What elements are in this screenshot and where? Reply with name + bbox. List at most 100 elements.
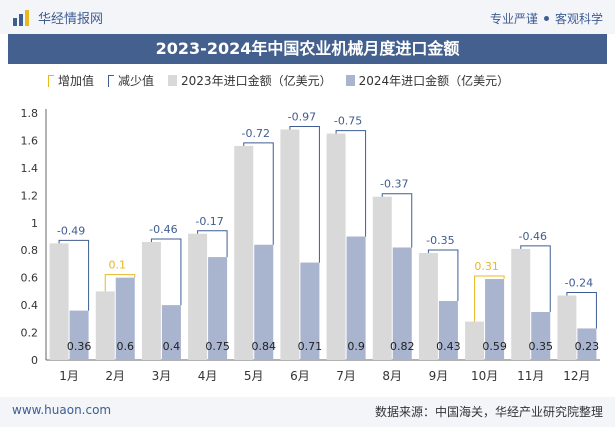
decrease-bracket-icon bbox=[108, 74, 115, 87]
swatch-2023 bbox=[168, 75, 178, 86]
bar-2024 bbox=[485, 279, 505, 360]
bar-2024 bbox=[438, 300, 458, 360]
data-label-2024: 0.23 bbox=[575, 340, 600, 353]
bar-2023 bbox=[326, 133, 346, 360]
tagline-right: 客观科学 bbox=[554, 12, 603, 26]
change-label: -0.97 bbox=[288, 110, 316, 123]
bar-2023 bbox=[234, 145, 254, 360]
change-bracket bbox=[566, 292, 597, 329]
bar-2023 bbox=[280, 129, 300, 360]
legend-2023: 2023年进口金额（亿美元） bbox=[168, 72, 332, 89]
legend-2024-label: 2024年进口金额（亿美元） bbox=[358, 74, 510, 88]
change-label: -0.49 bbox=[57, 224, 85, 237]
bar-2024 bbox=[161, 305, 181, 360]
change-label: 0.31 bbox=[474, 260, 499, 273]
data-label-2024: 0.6 bbox=[117, 340, 135, 353]
footer: www.huaon.com 数据来源：中国海关，华经产业研究院整理 bbox=[0, 397, 615, 427]
y-tick-label: 0.4 bbox=[21, 299, 39, 312]
bar-chart: 0 0.2 0.4 0.6 0.8 1 1.2 1.4 1.6 1.8 -0.49 0.36 1月 0.1… bbox=[21, 107, 600, 383]
bar-2024 bbox=[69, 310, 89, 360]
x-tick-label: 6月 bbox=[290, 369, 310, 383]
change-bracket bbox=[474, 275, 505, 322]
tagline: 专业严谨 客观科学 bbox=[490, 10, 603, 27]
brand-name: 华经情报网 bbox=[38, 12, 104, 27]
data-label-2024: 0.75 bbox=[205, 340, 230, 353]
legend-increase-label: 增加值 bbox=[58, 74, 95, 88]
change-label: -0.75 bbox=[334, 115, 362, 128]
x-tick-label: 12月 bbox=[563, 369, 590, 383]
website: www.huaon.com bbox=[12, 403, 112, 417]
huajing-logo-icon bbox=[13, 9, 29, 26]
x-tick-label: 7月 bbox=[336, 369, 356, 383]
legend-decrease-label: 减少值 bbox=[118, 74, 155, 88]
y-tick-label: 1.8 bbox=[21, 107, 39, 120]
change-label: -0.17 bbox=[195, 215, 223, 228]
change-bracket bbox=[104, 274, 136, 292]
top-bar: 华经情报网 专业严谨 客观科学 bbox=[0, 0, 615, 34]
bar-2023 bbox=[141, 241, 161, 360]
bar-2023 bbox=[188, 233, 208, 360]
bar-2024 bbox=[208, 257, 228, 360]
change-bracket bbox=[381, 193, 413, 248]
bar-2023 bbox=[49, 243, 69, 360]
data-label-2024: 0.4 bbox=[163, 340, 181, 353]
x-tick-label: 9月 bbox=[429, 369, 449, 383]
change-label: 0.1 bbox=[109, 259, 127, 272]
data-label-2024: 0.59 bbox=[482, 340, 507, 353]
bar-2024 bbox=[392, 247, 412, 360]
y-tick-label: 0.6 bbox=[21, 272, 39, 285]
x-tick-label: 11月 bbox=[517, 369, 544, 383]
change-label: -0.46 bbox=[149, 223, 177, 236]
change-bracket bbox=[197, 230, 228, 258]
data-source: 数据来源：中国海关，华经产业研究院整理 bbox=[374, 405, 603, 419]
y-tick-label: 0.2 bbox=[21, 327, 39, 340]
bar-2023 bbox=[95, 291, 115, 360]
bar-2023 bbox=[511, 248, 531, 360]
swatch-2024 bbox=[345, 75, 355, 86]
change-bracket bbox=[58, 239, 90, 311]
data-label-2024: 0.82 bbox=[390, 340, 415, 353]
x-tick-label: 3月 bbox=[152, 369, 172, 383]
x-tick-label: 1月 bbox=[59, 369, 79, 383]
bar-2024 bbox=[531, 311, 551, 360]
brand: 华经情报网 bbox=[12, 8, 103, 27]
y-tick-label: 1.2 bbox=[21, 189, 39, 202]
data-label-2024: 0.43 bbox=[436, 340, 461, 353]
bar-2024 bbox=[577, 328, 597, 360]
change-label: -0.72 bbox=[242, 127, 270, 140]
x-tick-label: 4月 bbox=[198, 369, 218, 383]
bar-2023 bbox=[557, 295, 577, 360]
data-label-2024: 0.35 bbox=[529, 340, 554, 353]
change-bracket bbox=[427, 249, 459, 301]
legend-increase: 增加值 bbox=[48, 72, 94, 89]
bar-2024 bbox=[254, 244, 274, 360]
change-label: -0.37 bbox=[380, 178, 408, 191]
bar-2024 bbox=[346, 236, 366, 360]
increase-bracket-icon bbox=[48, 74, 54, 87]
change-bracket bbox=[150, 238, 182, 306]
change-label: -0.35 bbox=[426, 234, 454, 247]
bar-2024 bbox=[115, 277, 135, 360]
y-tick-label: 0.8 bbox=[21, 244, 39, 257]
y-tick-label: 1.4 bbox=[21, 162, 39, 175]
data-label-2024: 0.71 bbox=[298, 340, 323, 353]
bar-2023 bbox=[418, 252, 438, 360]
tagline-left: 专业严谨 bbox=[489, 12, 538, 26]
bar-2024 bbox=[300, 262, 320, 360]
data-label-2024: 0.36 bbox=[67, 340, 92, 353]
x-tick-label: 10月 bbox=[471, 369, 498, 383]
bar-2023 bbox=[465, 321, 485, 360]
change-bracket bbox=[335, 130, 367, 237]
change-label: -0.46 bbox=[519, 230, 547, 243]
x-tick-label: 2月 bbox=[105, 369, 125, 383]
data-label-2024: 0.9 bbox=[347, 340, 365, 353]
legend-2023-label: 2023年进口金额（亿美元） bbox=[181, 74, 332, 88]
x-tick-label: 5月 bbox=[244, 369, 264, 383]
change-bracket bbox=[289, 125, 320, 263]
legend-2024: 2024年进口金额（亿美元） bbox=[345, 72, 510, 89]
legend: 增加值 减少值 2023年进口金额（亿美元） 2024年进口金额（亿美元） bbox=[48, 72, 509, 89]
chart-title: 2023-2024年中国农业机械月度进口金额 bbox=[8, 34, 607, 64]
change-bracket bbox=[520, 245, 551, 312]
y-tick-label: 1.6 bbox=[21, 134, 39, 147]
bar-2023 bbox=[372, 196, 392, 360]
